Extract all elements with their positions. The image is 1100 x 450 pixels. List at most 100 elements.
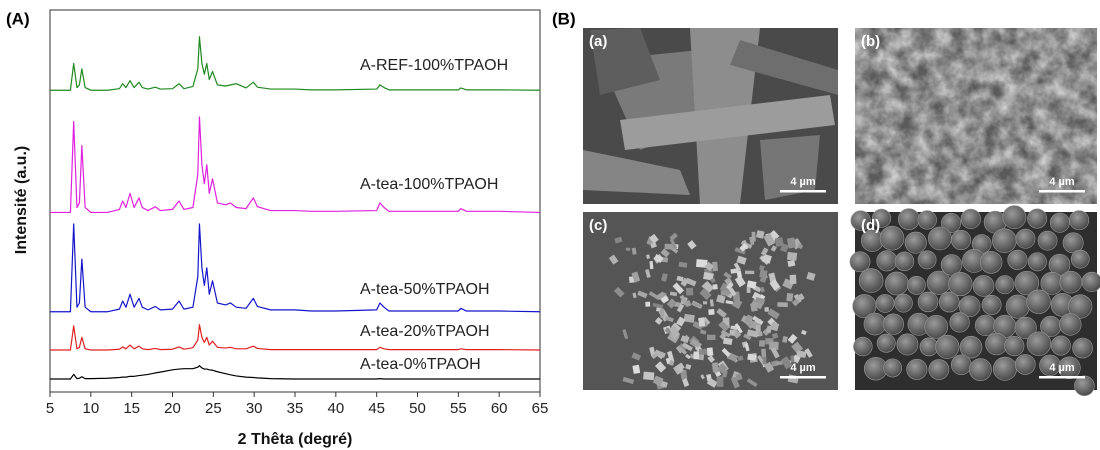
crystal	[762, 356, 767, 365]
xrd-pattern	[50, 223, 541, 313]
crystal	[678, 261, 688, 268]
crystal	[746, 280, 757, 289]
sem-image	[583, 212, 838, 390]
particle	[928, 359, 950, 380]
series-label: A-tea-50%TPAOH	[360, 281, 490, 298]
crystal	[763, 361, 775, 373]
crystal	[725, 282, 734, 290]
sem-image	[849, 205, 1100, 397]
sem-image	[583, 28, 838, 204]
crystal	[699, 287, 712, 301]
crystal	[707, 355, 715, 363]
crystal	[712, 261, 718, 272]
crystal	[699, 329, 707, 335]
particle	[1007, 249, 1028, 270]
particle	[959, 335, 983, 359]
crystal	[734, 247, 746, 255]
crystal	[737, 355, 744, 362]
particle	[926, 270, 951, 295]
particle	[1026, 289, 1051, 314]
particle	[924, 315, 949, 339]
crystal	[732, 298, 743, 309]
crystal	[744, 314, 753, 325]
particle	[1072, 337, 1093, 359]
crystal	[722, 337, 733, 345]
particle	[1074, 375, 1095, 397]
crystal	[775, 361, 783, 365]
particle	[1014, 354, 1036, 375]
crystal	[712, 284, 718, 290]
crystal	[646, 254, 650, 259]
scale-label: 4 µm	[1049, 362, 1075, 374]
crystal	[680, 277, 690, 287]
crystal	[804, 348, 813, 358]
crystal	[780, 356, 793, 370]
particle	[894, 251, 915, 272]
crystal	[660, 295, 670, 304]
crystal	[696, 259, 708, 268]
crystal	[672, 282, 685, 295]
crystal	[755, 296, 766, 305]
crystal	[710, 277, 716, 284]
crystal	[761, 253, 772, 264]
particle	[1014, 270, 1040, 296]
particle	[917, 250, 937, 270]
crystal	[734, 323, 743, 334]
particle	[950, 354, 972, 376]
particle	[1027, 252, 1047, 272]
particle	[858, 268, 884, 293]
particle	[849, 251, 871, 273]
particle	[1002, 205, 1027, 230]
crystal	[693, 351, 700, 360]
particle	[896, 333, 919, 356]
crystal	[703, 271, 714, 281]
crystal	[789, 274, 797, 285]
crystal	[720, 290, 730, 296]
crystal	[701, 348, 708, 355]
particle	[985, 332, 1008, 356]
crystal	[747, 353, 757, 361]
crystal	[787, 333, 798, 344]
crystal	[643, 371, 655, 381]
crystal	[728, 287, 737, 297]
particle	[992, 228, 1017, 253]
particle	[1014, 316, 1037, 340]
crystal	[791, 298, 800, 307]
particle	[1070, 249, 1090, 269]
particle	[1004, 335, 1025, 357]
crystal	[774, 237, 784, 247]
crystal	[767, 308, 780, 320]
crystal	[755, 230, 765, 239]
x-tick-label: 60	[491, 400, 508, 417]
crystal	[681, 342, 694, 352]
crystal	[676, 362, 685, 371]
particle	[960, 208, 981, 229]
crystal	[716, 308, 727, 318]
crystal	[782, 336, 788, 343]
particle	[1059, 313, 1082, 336]
crystal	[730, 376, 740, 389]
scale-bar	[1039, 376, 1085, 379]
crystal	[637, 290, 648, 299]
crystal	[653, 254, 664, 263]
particle	[884, 271, 909, 296]
particle	[938, 291, 960, 313]
scale-bar	[780, 190, 826, 193]
xrd-pattern	[50, 324, 541, 351]
crystal	[649, 241, 657, 249]
crystal	[631, 271, 641, 283]
crystal	[706, 377, 718, 388]
crystal	[645, 269, 651, 278]
image-label: (b)	[861, 33, 880, 50]
crystal	[730, 268, 739, 274]
crystal	[702, 301, 708, 305]
crystal	[676, 275, 684, 282]
scale-label: 4 µm	[1049, 176, 1075, 188]
crystal	[721, 347, 731, 357]
crystal	[661, 273, 668, 282]
crystal	[746, 329, 759, 338]
crystal	[768, 230, 780, 241]
crystal	[709, 299, 714, 307]
crystal	[786, 251, 798, 261]
